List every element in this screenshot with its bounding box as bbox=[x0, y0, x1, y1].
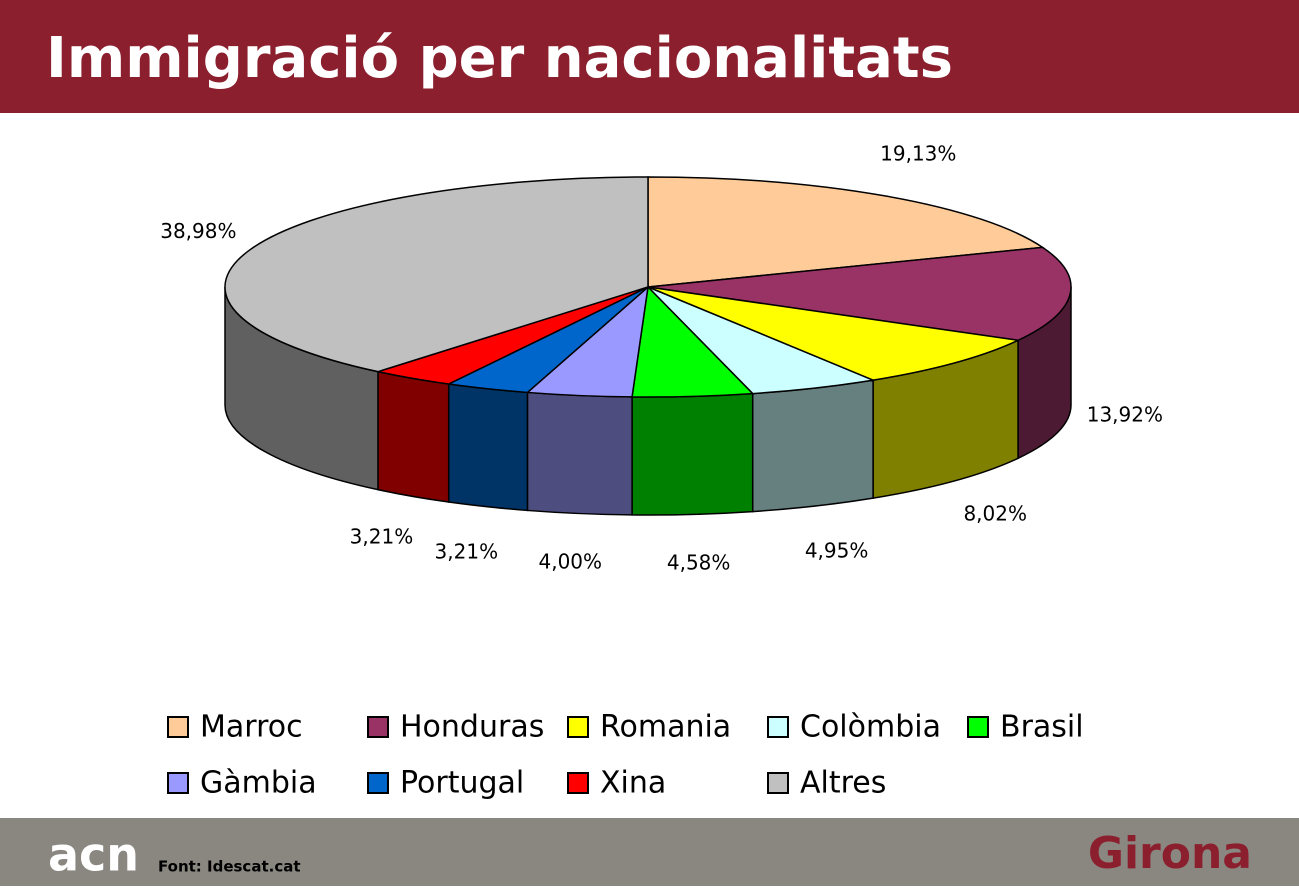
legend-swatch bbox=[567, 772, 589, 794]
data-label: 3,21% bbox=[435, 539, 499, 563]
legend-label: Gàmbia bbox=[200, 766, 317, 801]
footer-band bbox=[0, 818, 1299, 886]
legend-label: Brasil bbox=[1000, 710, 1084, 745]
data-label: 4,95% bbox=[805, 539, 869, 563]
legend-label: Altres bbox=[800, 766, 886, 801]
chart-title: Immigració per nacionalitats bbox=[46, 26, 953, 91]
data-label: 38,98% bbox=[160, 219, 236, 243]
location: Girona bbox=[1088, 828, 1252, 879]
data-label: 19,13% bbox=[880, 142, 956, 166]
slice-side bbox=[377, 370, 450, 503]
source: Font: Idescat.cat bbox=[158, 858, 301, 876]
slice bbox=[224, 176, 649, 373]
header-band bbox=[0, 0, 1299, 113]
legend-label: Portugal bbox=[400, 766, 524, 801]
legend-swatch bbox=[167, 772, 189, 794]
legend-swatch bbox=[767, 716, 789, 738]
slice bbox=[647, 246, 1072, 342]
legend-label: Colòmbia bbox=[800, 710, 941, 745]
slice bbox=[647, 176, 1045, 288]
slice-side bbox=[526, 391, 633, 516]
data-label: 13,92% bbox=[1087, 402, 1163, 426]
legend-swatch bbox=[567, 716, 589, 738]
slice-side bbox=[631, 392, 754, 516]
legend-swatch bbox=[767, 772, 789, 794]
slice bbox=[647, 286, 1021, 381]
data-label: 4,00% bbox=[538, 549, 602, 573]
slice-side bbox=[447, 383, 529, 512]
legend-swatch bbox=[367, 772, 389, 794]
data-label: 3,21% bbox=[350, 524, 414, 548]
legend-swatch bbox=[167, 716, 189, 738]
legend-label: Marroc bbox=[200, 710, 303, 745]
logo: acn bbox=[48, 828, 139, 882]
legend-swatch bbox=[367, 716, 389, 738]
pie: 19,13% 13,92% 8,02% 4,95% 4,58% 4,00% 3,21% 3,2… bbox=[160, 142, 1163, 575]
legend: Marroc Honduras Romania Colòmbia Brasil Gàmbi… bbox=[167, 710, 1084, 801]
slice-side bbox=[751, 379, 874, 513]
legend-label: Xina bbox=[600, 766, 666, 801]
data-label: 4,58% bbox=[667, 551, 731, 575]
legend-label: Romania bbox=[600, 710, 731, 745]
legend-swatch bbox=[967, 716, 989, 738]
legend-label: Honduras bbox=[400, 710, 544, 745]
data-label: 8,02% bbox=[963, 501, 1027, 525]
